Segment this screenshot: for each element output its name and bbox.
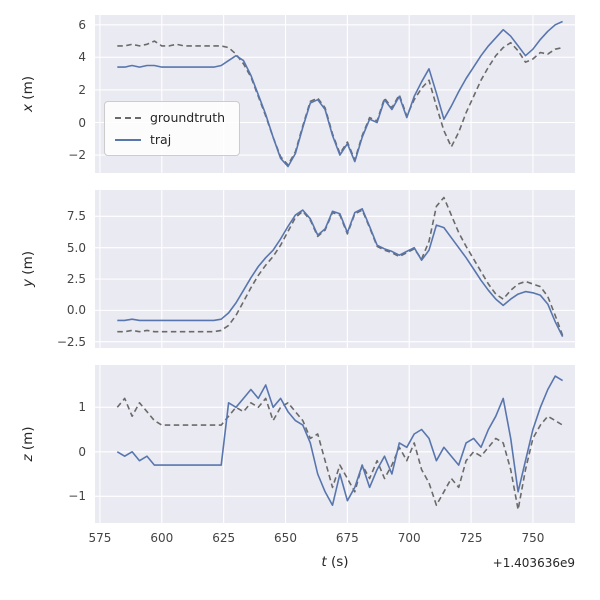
legend-label-traj: traj bbox=[150, 132, 172, 147]
y-tick-label: 0.0 bbox=[66, 303, 86, 318]
x-tick-label: 700 bbox=[397, 531, 421, 545]
subplot-y: y (m) −2.5 0.0 2.5 5.0 7.5 bbox=[0, 190, 600, 349]
subplot-z: z (m) −1 0 1 575 600 625 650 675 700 725 750 bbox=[0, 365, 600, 545]
y-tick-label: 7.5 bbox=[66, 209, 86, 224]
xlabel-letter: t bbox=[321, 554, 327, 570]
y-tick-label: 2 bbox=[78, 82, 86, 97]
y-tick-label: 0 bbox=[78, 115, 86, 130]
x-axis-label: t (s) bbox=[215, 554, 455, 570]
legend-item-traj: traj bbox=[115, 132, 225, 147]
xlabel-unit: (s) bbox=[326, 554, 349, 570]
legend: groundtruth traj bbox=[104, 101, 241, 156]
x-tick-label: 600 bbox=[150, 531, 174, 545]
legend-dashed-line-icon bbox=[115, 116, 141, 119]
x-tick-label: 625 bbox=[212, 531, 236, 545]
plot-area-y bbox=[95, 190, 575, 348]
x-axis-offset-text: +1.403636e9 bbox=[492, 556, 575, 570]
y-tick-label: −2.5 bbox=[56, 334, 86, 349]
plot-area-z bbox=[95, 365, 575, 523]
x-tick-label: 575 bbox=[88, 531, 112, 545]
x-tick-label: 675 bbox=[335, 531, 359, 545]
x-tick-label: 750 bbox=[521, 531, 545, 545]
y-tick-label: −2 bbox=[68, 148, 86, 163]
ylabel-letter-x: x bbox=[20, 103, 36, 112]
y-tick-label: 5.0 bbox=[66, 240, 86, 255]
legend-label-groundtruth: groundtruth bbox=[150, 110, 226, 125]
x-tick-label: 650 bbox=[274, 531, 297, 545]
y-tick-label: 0 bbox=[78, 444, 86, 459]
y-tick-label: 1 bbox=[78, 400, 86, 415]
legend-item-groundtruth: groundtruth bbox=[115, 110, 225, 125]
y-tick-label: 6 bbox=[78, 17, 86, 32]
y-tick-label: 2.5 bbox=[66, 272, 86, 287]
y-tick-label: −1 bbox=[68, 489, 86, 504]
legend-solid-line-icon bbox=[115, 138, 141, 141]
x-tick-label: 725 bbox=[459, 531, 483, 545]
subplot-x: x (m) groundtruth traj −2 0 2 4 6 bbox=[0, 15, 600, 173]
y-tick-label: 4 bbox=[78, 50, 86, 65]
